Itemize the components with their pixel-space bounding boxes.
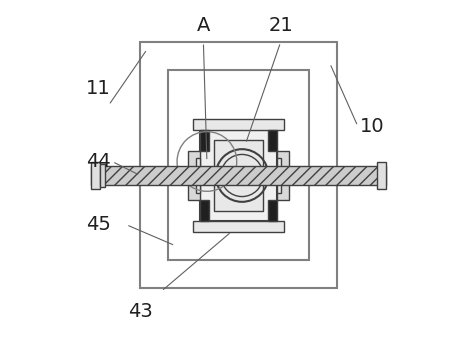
Bar: [196, 158, 199, 193]
Bar: [168, 70, 308, 260]
Bar: [91, 166, 385, 185]
Bar: [277, 151, 289, 200]
Bar: [140, 42, 336, 288]
Bar: [187, 151, 199, 200]
Text: 10: 10: [359, 117, 383, 136]
Bar: [199, 130, 208, 151]
Bar: [199, 130, 277, 221]
Text: 44: 44: [86, 152, 110, 171]
Bar: [199, 200, 208, 221]
Bar: [99, 164, 105, 187]
Text: 21: 21: [268, 16, 292, 35]
Bar: [377, 162, 385, 189]
Bar: [268, 130, 277, 151]
Bar: [192, 119, 284, 130]
Bar: [91, 162, 99, 189]
Text: 45: 45: [86, 215, 110, 234]
Text: A: A: [196, 16, 209, 35]
Bar: [213, 140, 263, 211]
Bar: [277, 158, 280, 193]
Bar: [268, 200, 277, 221]
Text: 43: 43: [128, 302, 152, 321]
Bar: [192, 221, 284, 232]
Text: 11: 11: [86, 79, 110, 98]
